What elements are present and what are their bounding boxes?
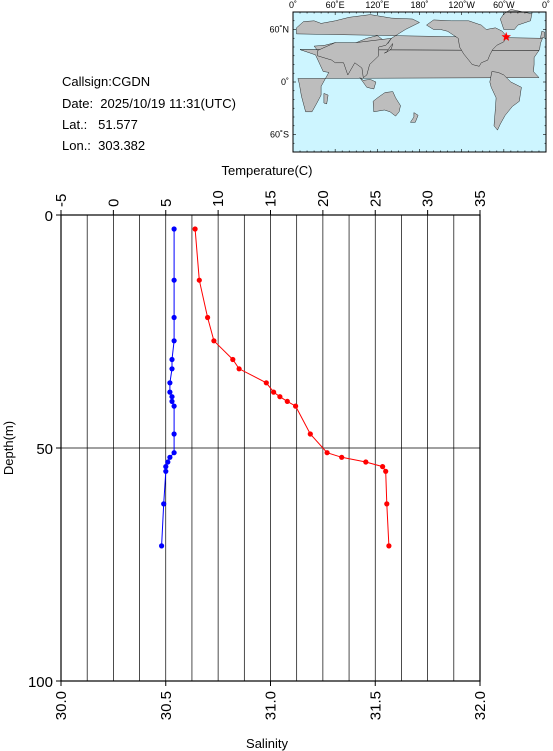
map-lon-label: 0˚ — [542, 0, 550, 10]
map-lat-label: 60˚S — [270, 130, 289, 140]
salinity-tick-label: 31.5 — [367, 691, 384, 720]
map-lon-label: 60˚E — [326, 0, 345, 10]
map-landmass — [500, 9, 533, 30]
salinity-point — [169, 394, 175, 400]
map-landmass — [489, 71, 522, 131]
map-frame — [292, 11, 547, 153]
salinity-series — [159, 226, 177, 549]
temperature-point — [293, 403, 299, 409]
salinity-tick-label: 30.5 — [158, 691, 175, 720]
temperature-point — [307, 431, 313, 437]
temperature-point — [236, 366, 242, 372]
map-landmass — [372, 91, 401, 117]
map-latitude-labels: 60˚N 0˚ 60˚S — [269, 25, 289, 140]
date-label: Date: 2025/10/19 11:31(UTC) — [62, 96, 236, 111]
temperature-point — [383, 468, 389, 474]
callsign-label: Callsign:CGDN — [62, 74, 151, 89]
salinity-point — [171, 277, 177, 283]
depth-tick-label: 50 — [36, 441, 53, 458]
map-lon-label: 60˚W — [493, 0, 515, 10]
temperature-point — [192, 226, 198, 232]
salinity-line — [161, 229, 175, 546]
map-lat-label: 0˚ — [281, 77, 289, 87]
location-map: 0˚ 60˚E 120˚E 180˚ 120˚W 60˚W 0˚ 60˚N 0˚ 60˚S — [269, 0, 550, 153]
temperature-point — [211, 338, 217, 344]
longitude-label: Lon.: 303.382 — [62, 138, 146, 153]
salinity-axis-ticks: 30.0 30.5 31.0 31.5 32.0 — [53, 681, 489, 720]
salinity-point — [163, 468, 169, 474]
salinity-point — [159, 543, 165, 549]
salinity-point — [171, 431, 177, 437]
temperature-point — [277, 394, 283, 400]
temperature-point — [386, 543, 392, 549]
temperature-point — [263, 380, 269, 386]
salinity-point — [167, 454, 173, 460]
map-landmass — [323, 93, 329, 105]
salinity-point — [171, 403, 177, 409]
map-landmass — [410, 112, 419, 123]
map-lon-label: 0˚ — [289, 0, 297, 10]
temperature-point — [271, 389, 277, 395]
temperature-point — [363, 459, 369, 465]
salinity-point — [171, 338, 177, 344]
map-landmass — [426, 19, 507, 67]
temperature-point — [324, 450, 330, 456]
depth-tick-label: 100 — [28, 674, 53, 691]
salinity-point — [169, 356, 175, 363]
depth-tick-label: 0 — [45, 208, 53, 225]
depth-axis-title: Depth(m) — [1, 421, 16, 475]
map-longitude-labels: 0˚ 60˚E 120˚E 180˚ 120˚W 60˚W 0˚ — [289, 0, 550, 10]
station-marker-star — [501, 31, 511, 41]
salinity-point — [167, 389, 173, 395]
map-lon-label: 120˚W — [448, 0, 475, 10]
salinity-point — [165, 459, 171, 465]
map-landmass — [359, 77, 377, 90]
salinity-point — [171, 314, 177, 321]
temperature-point — [284, 398, 290, 404]
salinity-point — [171, 226, 177, 232]
temperature-line — [194, 228, 390, 546]
temperature-series — [192, 226, 392, 549]
temperature-point — [196, 277, 202, 283]
map-lon-label: 180˚ — [410, 0, 428, 10]
temperature-point — [230, 356, 236, 363]
map-landmass — [384, 43, 393, 54]
latitude-label: Lat.: 51.577 — [62, 117, 138, 132]
salinity-point — [169, 398, 175, 404]
map-land — [296, 9, 545, 131]
map-lat-label: 60˚N — [269, 25, 289, 35]
data-series — [159, 226, 392, 549]
plot-frame — [60, 214, 481, 682]
salinity-tick-label: 32.0 — [472, 691, 489, 720]
depth-axis-ticks: 0 50 100 — [28, 208, 61, 691]
salinity-axis-title: Salinity — [246, 736, 288, 751]
salinity-tick-label: 30.0 — [53, 691, 70, 720]
temperature-point — [384, 501, 390, 507]
temperature-point — [339, 454, 345, 460]
temperature-point — [380, 464, 386, 470]
salinity-point — [163, 464, 169, 470]
temperature-point — [205, 314, 211, 321]
salinity-point — [161, 501, 167, 507]
salinity-point — [167, 380, 173, 386]
salinity-tick-label: 31.0 — [263, 691, 280, 720]
salinity-point — [171, 450, 177, 456]
grid-vertical — [86, 215, 455, 681]
map-lon-label: 120˚E — [365, 0, 389, 10]
map-landmass — [540, 31, 545, 39]
salinity-point — [169, 366, 175, 372]
map-landmass — [317, 38, 392, 78]
